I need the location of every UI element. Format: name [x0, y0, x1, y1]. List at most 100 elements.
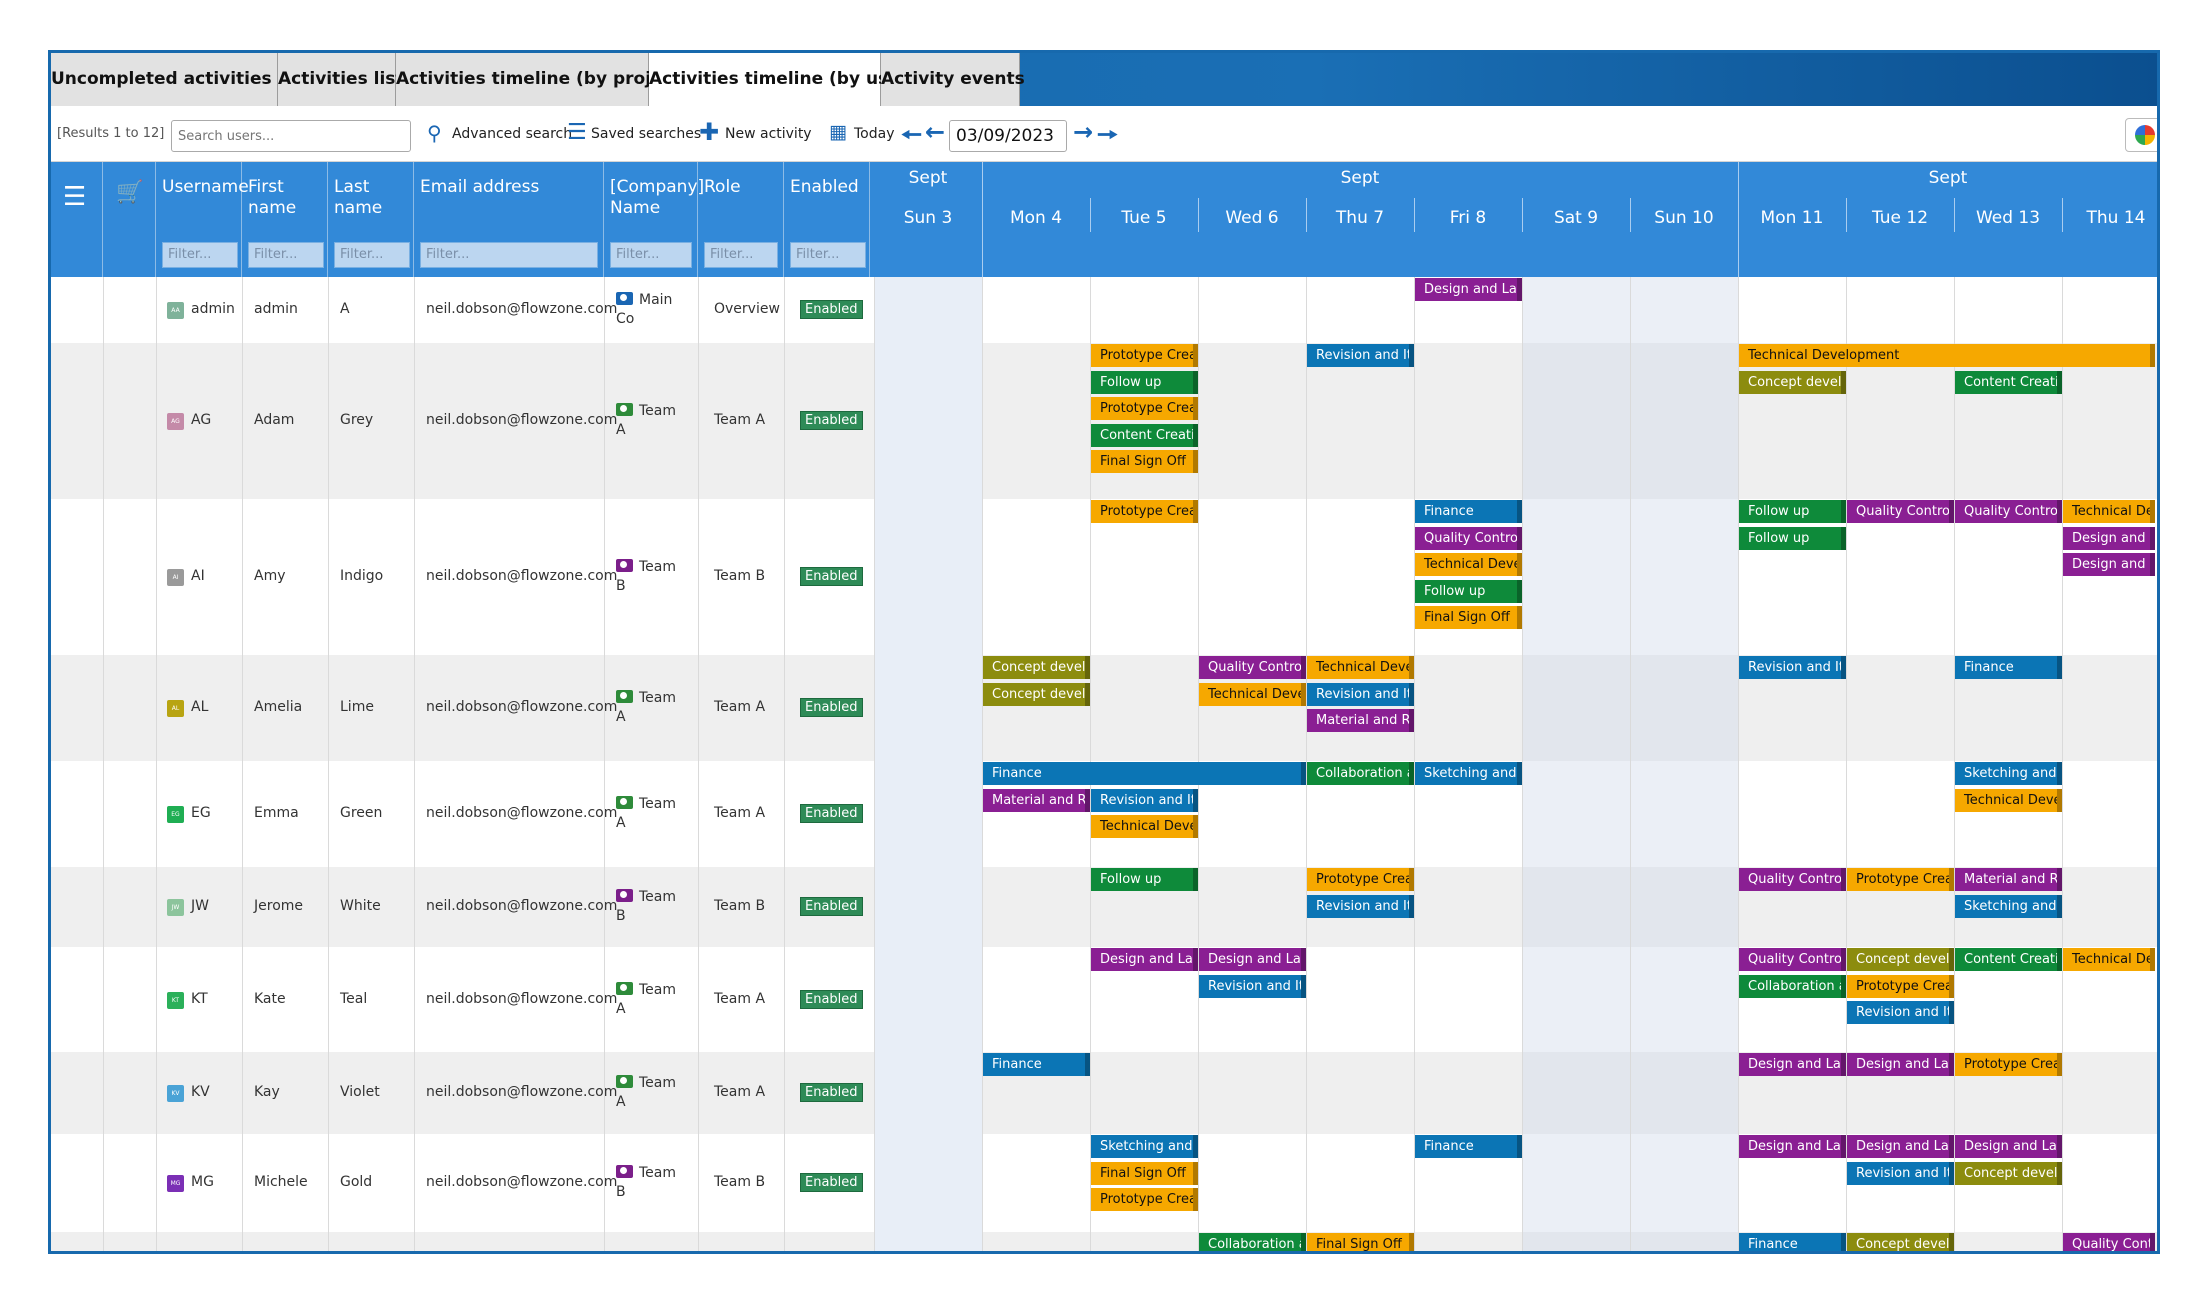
- column-header-company-name[interactable]: [Company] Name Filter...: [604, 162, 704, 277]
- activity-bar[interactable]: Sketching and Planning: [1415, 762, 1522, 785]
- activity-bar[interactable]: Content Creation: [1955, 370, 2062, 394]
- activity-bar[interactable]: Material and Resources: [1307, 709, 1414, 732]
- back-week-icon[interactable]: 🠔: [901, 121, 922, 149]
- new-activity-button[interactable]: New activity: [725, 126, 812, 142]
- activity-bar[interactable]: Follow up: [1739, 500, 1846, 523]
- activity-bar[interactable]: Quality Control: [1415, 526, 1522, 550]
- column-header-role[interactable]: Role Filter...: [698, 162, 784, 277]
- activity-bar[interactable]: Collaboration and Review: [1307, 762, 1414, 785]
- today-button[interactable]: Today: [854, 126, 895, 142]
- activity-bar[interactable]: Design and Layout: [2063, 553, 2155, 576]
- column-header-last-name[interactable]: Last name Filter...: [328, 162, 414, 277]
- forward-week-icon[interactable]: 🠖: [1097, 121, 1118, 149]
- activity-bar[interactable]: Prototype Creation: [1847, 974, 1954, 998]
- activity-bar[interactable]: Quality Control: [1955, 500, 2062, 523]
- cell-email[interactable]: neil.dobson@flowzone.com: [426, 1174, 618, 1190]
- activity-bar[interactable]: Final Sign Off: [1415, 606, 1522, 629]
- activity-bar[interactable]: Design and Layout: [1847, 1053, 1954, 1076]
- column-filter-input[interactable]: Filter...: [790, 242, 866, 268]
- activity-bar[interactable]: Material and Resources: [983, 788, 1090, 812]
- column-header-email-address[interactable]: Email address Filter...: [414, 162, 604, 277]
- activity-bar[interactable]: Prototype Creation: [1091, 1188, 1198, 1211]
- activity-bar[interactable]: Revision and Iteration: [1307, 894, 1414, 918]
- tab-timeline-by-user[interactable]: Activities timeline (by user): [649, 53, 916, 106]
- plus-icon[interactable]: ✚: [699, 118, 720, 146]
- activity-bar[interactable]: Follow up: [1091, 370, 1198, 394]
- activity-bar[interactable]: Content Creation: [1091, 423, 1198, 447]
- table-row[interactable]: [51, 343, 2157, 499]
- activity-bar[interactable]: Prototype Creation: [1091, 500, 1198, 523]
- cell-email[interactable]: neil.dobson@flowzone.com: [426, 301, 618, 317]
- activity-bar[interactable]: Technical Development: [1739, 344, 2155, 367]
- column-filter-input[interactable]: Filter...: [334, 242, 410, 268]
- activity-bar[interactable]: Technical Development: [2063, 500, 2155, 523]
- activity-bar[interactable]: Revision and Iteration: [1739, 656, 1846, 679]
- tab-uncompleted-activities[interactable]: Uncompleted activities list: [51, 53, 307, 106]
- activity-bar[interactable]: Design and Layout: [1739, 1053, 1846, 1076]
- menu-icon[interactable]: ☰: [63, 182, 87, 212]
- activity-bar[interactable]: Prototype Creation: [1091, 397, 1198, 420]
- column-filter-input[interactable]: Filter...: [248, 242, 324, 268]
- activity-bar[interactable]: Design and Layout: [1847, 1135, 1954, 1158]
- activity-bar[interactable]: Revision and Iteration: [1847, 1161, 1954, 1185]
- activity-bar[interactable]: Final Sign Off: [1091, 1161, 1198, 1185]
- activity-bar[interactable]: Revision and Iteration: [1091, 788, 1198, 812]
- colour-settings-button[interactable]: [2125, 118, 2157, 152]
- advanced-search-button[interactable]: Advanced search: [452, 126, 573, 142]
- activity-bar[interactable]: Collaboration and Review: [1199, 1233, 1306, 1251]
- cell-email[interactable]: neil.dobson@flowzone.com: [426, 990, 618, 1007]
- activity-bar[interactable]: Quality Control: [2063, 1233, 2155, 1251]
- activity-bar[interactable]: Design and Layout: [1739, 1135, 1846, 1158]
- activity-bar[interactable]: Concept development: [1739, 370, 1846, 394]
- activity-bar[interactable]: Concept development: [1955, 1161, 2062, 1185]
- activity-bar[interactable]: Design and Layout: [1415, 278, 1522, 301]
- column-filter-input[interactable]: Filter...: [420, 242, 598, 268]
- activity-bar[interactable]: Follow up: [1415, 579, 1522, 603]
- activity-bar[interactable]: Technical Development: [2063, 948, 2155, 971]
- search-icon[interactable]: ⚲: [427, 121, 442, 145]
- activity-bar[interactable]: Quality Control: [1847, 500, 1954, 523]
- activity-bar[interactable]: Technical Development: [1199, 682, 1306, 706]
- activity-bar[interactable]: Concept development: [983, 656, 1090, 679]
- column-filter-input[interactable]: Filter...: [162, 242, 238, 268]
- column-header-username[interactable]: Username Filter...: [156, 162, 249, 277]
- activity-bar[interactable]: Revision and Iteration: [1847, 1001, 1954, 1024]
- activity-bar[interactable]: Technical Development: [1415, 553, 1522, 576]
- activity-bar[interactable]: Final Sign Off: [1091, 450, 1198, 473]
- activity-bar[interactable]: Prototype Creation: [1307, 868, 1414, 891]
- cell-email[interactable]: neil.dobson@flowzone.com: [426, 568, 618, 584]
- activity-bar[interactable]: Prototype Creation: [1091, 344, 1198, 367]
- activity-bar[interactable]: Prototype Creation: [1955, 1053, 2062, 1076]
- calendar-icon[interactable]: ▦: [829, 121, 847, 143]
- menu-column-header[interactable]: ☰: [51, 162, 103, 277]
- tab-timeline-by-project[interactable]: Activities timeline (by project): [396, 53, 689, 106]
- activity-bar[interactable]: Sketching and Planning: [1955, 762, 2062, 785]
- activity-bar[interactable]: Collaboration and Review: [1739, 974, 1846, 998]
- activity-bar[interactable]: Sketching and Planning: [1955, 894, 2062, 918]
- activity-bar[interactable]: Concept development: [1847, 948, 1954, 971]
- activity-bar[interactable]: Sketching and Planning: [1091, 1135, 1198, 1158]
- forward-day-icon[interactable]: →: [1073, 118, 1094, 146]
- activity-bar[interactable]: Material and Resources: [1955, 868, 2062, 891]
- column-header-first-name[interactable]: First name Filter...: [242, 162, 328, 277]
- column-header-enabled[interactable]: Enabled Filter...: [784, 162, 870, 277]
- cell-email[interactable]: neil.dobson@flowzone.com: [426, 699, 618, 715]
- activity-bar[interactable]: Finance: [1955, 656, 2062, 679]
- saved-searches-button[interactable]: Saved searches: [591, 126, 702, 142]
- activity-bar[interactable]: Prototype Creation: [1847, 868, 1954, 891]
- column-filter-input[interactable]: Filter...: [610, 242, 692, 268]
- back-day-icon[interactable]: ←: [925, 118, 946, 146]
- activity-bar[interactable]: Technical Development: [1091, 815, 1198, 838]
- activity-bar[interactable]: Final Sign Off: [1307, 1233, 1414, 1251]
- activity-bar[interactable]: Finance: [1415, 1135, 1522, 1158]
- activity-bar[interactable]: Technical Development: [1955, 788, 2062, 812]
- activity-bar[interactable]: Revision and Iteration: [1307, 344, 1414, 367]
- activity-bar[interactable]: Follow up: [1091, 868, 1198, 891]
- activity-bar[interactable]: Concept development: [1847, 1233, 1954, 1251]
- activity-bar[interactable]: Quality Control: [1199, 656, 1306, 679]
- cell-email[interactable]: neil.dobson@flowzone.com: [426, 805, 618, 821]
- activity-bar[interactable]: Finance: [983, 1053, 1090, 1076]
- column-filter-input[interactable]: Filter...: [704, 242, 778, 268]
- list-icon[interactable]: ☰: [567, 120, 587, 145]
- date-field[interactable]: [949, 120, 1067, 152]
